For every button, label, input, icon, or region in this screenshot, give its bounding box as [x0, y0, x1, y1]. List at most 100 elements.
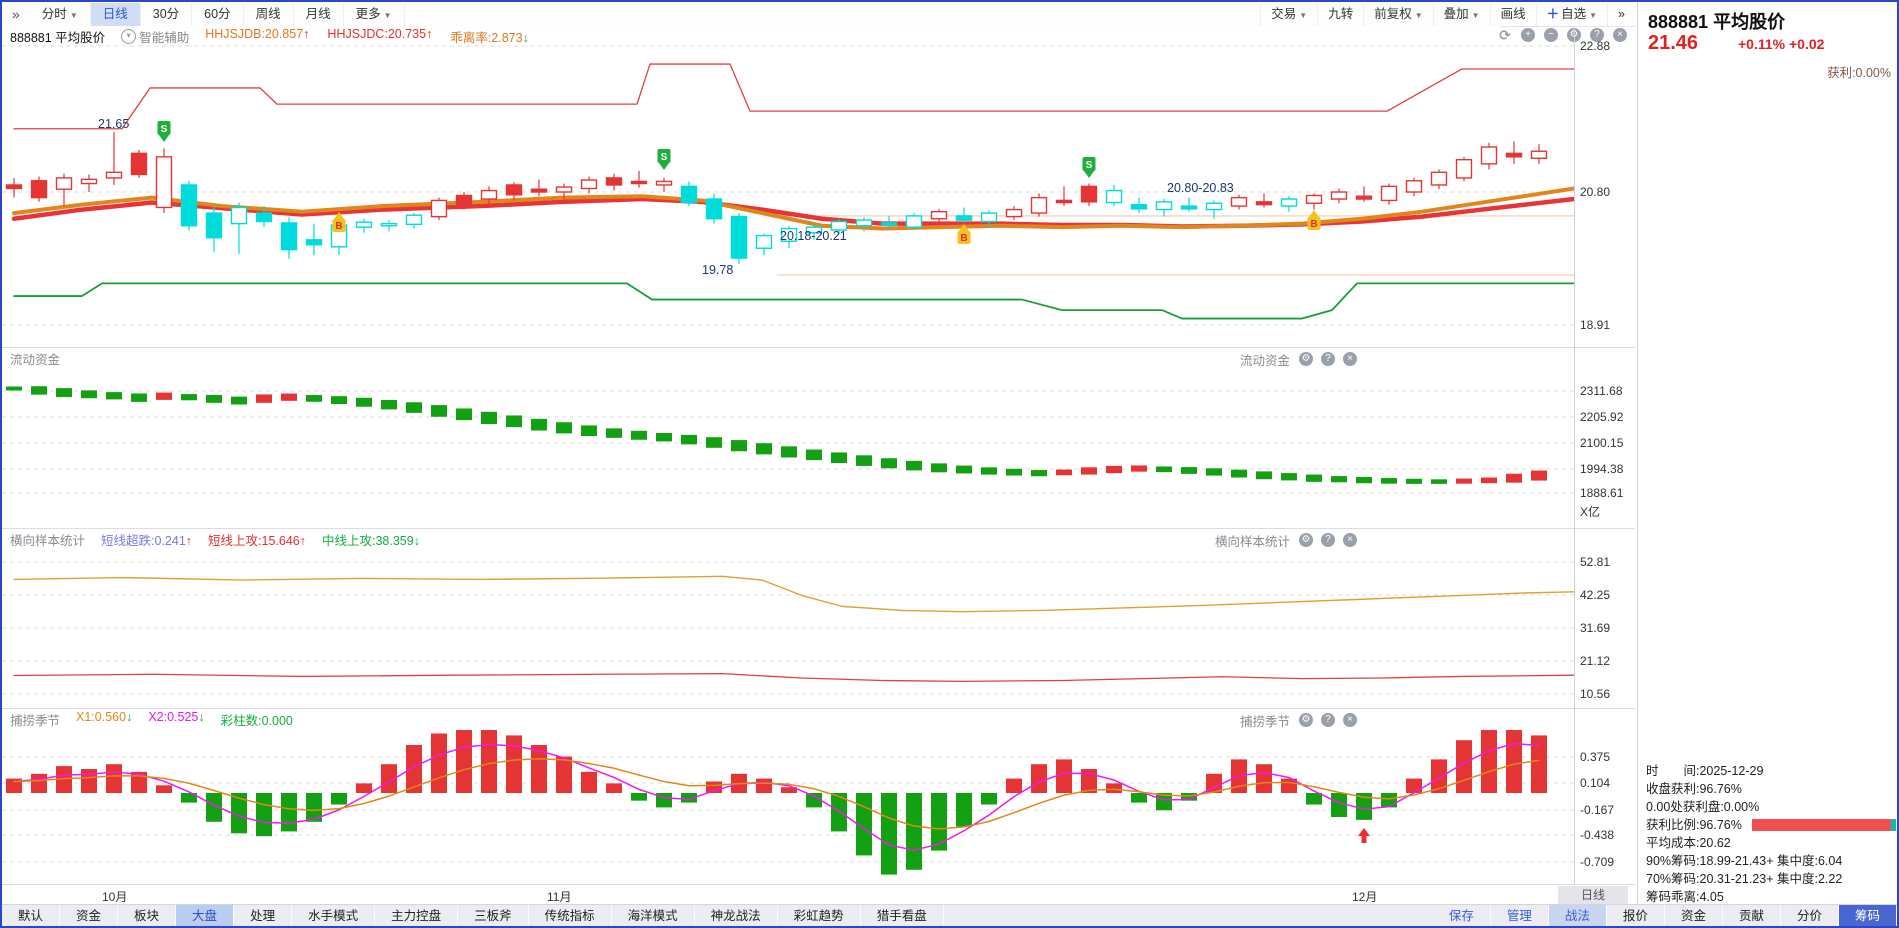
zoom-out-icon[interactable]: −	[1544, 28, 1558, 42]
tool-九转[interactable]: 九转	[1317, 2, 1363, 26]
season-stat: X1:0.560↓	[76, 710, 132, 729]
tool-交易[interactable]: 交易 ▼	[1260, 2, 1317, 26]
month-label: 11月	[547, 890, 572, 904]
trend-arrow-icon: ↑	[303, 26, 310, 41]
gear-icon[interactable]: ⚙	[1299, 533, 1313, 547]
tab-60分[interactable]: 60分	[192, 2, 244, 26]
chip-info-line: 0.00处获利盘:0.00%	[1646, 800, 1760, 814]
chip-info-line: 获利比例:96.76%	[1646, 816, 1896, 834]
axis-label: 18.91	[1580, 318, 1611, 332]
chip-info-line: 70%筹码:20.31-21.23+ 集中度:2.22	[1646, 872, 1843, 886]
tool-叠加[interactable]: 叠加 ▼	[1432, 2, 1490, 26]
bottom-tab-猎手看盘[interactable]: 猎手看盘	[861, 904, 944, 926]
bottom-tab-主力控盘[interactable]: 主力控盘	[375, 904, 459, 926]
right-bottom-tabs: 保存 管理 战法 报价 资金 贡献 分价 筹码	[1433, 904, 1897, 926]
quote-last-price: 21.46	[1648, 32, 1699, 54]
fund-panel-title: 流动资金	[10, 353, 61, 367]
indicator-value: HHJSJDC:20.735↑	[327, 27, 432, 46]
tab-更多[interactable]: 更多 ▼	[344, 2, 405, 26]
bottom-tab-传统指标[interactable]: 传统指标	[529, 904, 612, 926]
bottom-tab-贡献[interactable]: 贡献	[1723, 904, 1781, 926]
quote-title: 888881 平均股价	[1648, 12, 1786, 32]
season-panel-header: 捕捞季节 X1:0.560↓ X2:0.525↓ 彩柱数:0.000 捕捞季节 ⚙?…	[2, 708, 1635, 730]
right-panel-divider	[1637, 2, 1638, 904]
gear-icon[interactable]: ⚙	[1299, 352, 1313, 366]
month-label: 12月	[1352, 890, 1378, 904]
indicator-value: HHJSJDB:20.857↑	[205, 27, 309, 46]
tab-日线[interactable]: 日线	[90, 2, 141, 26]
svg-text:20.80-20.83: 20.80-20.83	[1167, 181, 1234, 195]
help-icon[interactable]: ?	[1590, 28, 1604, 42]
help-icon[interactable]: ?	[1321, 533, 1335, 547]
collapse-icon[interactable]: »	[12, 6, 20, 22]
trend-arrow-icon: ↑	[185, 534, 193, 548]
close-icon[interactable]: ×	[1343, 533, 1357, 547]
close-icon[interactable]: ×	[1343, 352, 1357, 366]
chip-info-line: 收盘获利:96.76%	[1646, 782, 1742, 796]
trend-arrow-icon: ↑	[299, 534, 306, 548]
tool-前复权[interactable]: 前复权 ▼	[1363, 2, 1432, 26]
bottom-tab-分价[interactable]: 分价	[1781, 904, 1839, 926]
stat-text: X1:0.560	[76, 710, 127, 724]
bottom-tab-板块[interactable]: 板块	[118, 904, 177, 926]
trend-arrow-icon: ↓	[522, 30, 529, 45]
svg-text:B: B	[960, 233, 967, 244]
month-label: 10月	[102, 890, 128, 904]
bottom-tab-处理[interactable]: 处理	[234, 904, 293, 926]
bottom-tab-报价[interactable]: 报价	[1607, 904, 1665, 926]
trend-arrow-icon: ↓	[198, 710, 205, 724]
profit-ratio-bar-tip	[1891, 819, 1896, 831]
tool-»[interactable]: »	[1607, 2, 1635, 26]
gear-icon[interactable]: ⚙	[1299, 713, 1313, 727]
indicator-values: HHJSJDB:20.857↑ HHJSJDC:20.735↑ 乖离率:2.873↓	[205, 27, 529, 46]
axis-label: 2100.15	[1580, 436, 1624, 450]
caret-down-icon: ▼	[1414, 10, 1423, 20]
tab-周线[interactable]: 周线	[244, 2, 294, 26]
axis-label: 2205.92	[1580, 410, 1624, 424]
indicator-row: 888881 平均股价 ▾ 智能辅助 HHJSJDB:20.857↑ HHJSJD…	[2, 26, 1500, 46]
bottom-tab-资金[interactable]: 资金	[1665, 904, 1723, 926]
sample-panel-title: 横向样本统计	[10, 534, 86, 548]
bottom-tab-保存[interactable]: 保存	[1433, 904, 1491, 926]
help-icon[interactable]: ?	[1321, 713, 1335, 727]
bottom-tab-管理[interactable]: 管理	[1491, 904, 1549, 926]
smart-assist-toggle[interactable]: ▾ 智能辅助	[121, 27, 189, 46]
bottom-tab-筹码[interactable]: 筹码	[1838, 904, 1897, 926]
axis-label: 0.104	[1580, 776, 1611, 790]
tab-月线[interactable]: 月线	[294, 2, 344, 26]
period-indicator-box: 日线	[1558, 886, 1628, 905]
axis-label: 42.25	[1580, 588, 1611, 602]
trend-arrow-icon: ↑	[426, 26, 433, 41]
tab-30分[interactable]: 30分	[141, 2, 193, 26]
zoom-in-icon[interactable]: +	[1521, 28, 1535, 42]
refresh-icon[interactable]: ⟳	[1499, 27, 1511, 43]
tool-自选[interactable]: ＋自选 ▼	[1535, 2, 1607, 26]
season-stat: X2:0.525↓	[148, 710, 204, 729]
close-icon[interactable]: ×	[1613, 28, 1627, 42]
bottom-tab-战法[interactable]: 战法	[1548, 904, 1607, 926]
stat-text: 彩柱数:0.000	[220, 714, 293, 728]
close-icon[interactable]: ×	[1343, 713, 1357, 727]
axis-label: -0.438	[1580, 828, 1615, 842]
tool-画线[interactable]: 画线	[1489, 2, 1536, 26]
bottom-tab-默认[interactable]: 默认	[2, 904, 61, 926]
svg-text:21.65: 21.65	[98, 117, 129, 131]
bottom-tab-海洋模式[interactable]: 海洋模式	[612, 904, 695, 926]
bottom-tab-三板斧[interactable]: 三板斧	[458, 904, 529, 926]
bottom-tab-水手模式[interactable]: 水手模式	[292, 904, 376, 926]
main-chart-canvas[interactable]: S S S B B B 21.65 19.78 20.18-20.21 20.80-20.83	[2, 26, 1574, 886]
bottom-tab-大盘[interactable]: 大盘	[176, 904, 235, 926]
period-toolbar: » 分时 ▼ 日线 30分 60分 周线 月线 更多 ▼ 交易 ▼ 九转 前复权 ▼ 叠加 ▼ 画线＋自选 ▼»	[2, 2, 1635, 27]
tab-分时[interactable]: 分时 ▼	[30, 2, 91, 26]
season-panel-header-right: 捕捞季节 ⚙? ×	[1240, 709, 1357, 731]
sample-stat: 短线上攻:15.646↑	[208, 530, 306, 549]
period-tabs: 分时 ▼ 日线 30分 60分 周线 月线 更多 ▼	[30, 2, 405, 26]
axis-label: 21.12	[1580, 654, 1611, 668]
bottom-tab-彩虹趋势[interactable]: 彩虹趋势	[778, 904, 861, 926]
plus-icon: ＋	[1546, 6, 1560, 21]
help-icon[interactable]: ?	[1321, 352, 1335, 366]
fund-panel-header-right: 流动资金 ⚙? ×	[1240, 348, 1357, 370]
bottom-tab-资金[interactable]: 资金	[60, 904, 119, 926]
bottom-tab-神龙战法[interactable]: 神龙战法	[695, 904, 778, 926]
stock-code-title: 888881 平均股价	[10, 30, 106, 45]
